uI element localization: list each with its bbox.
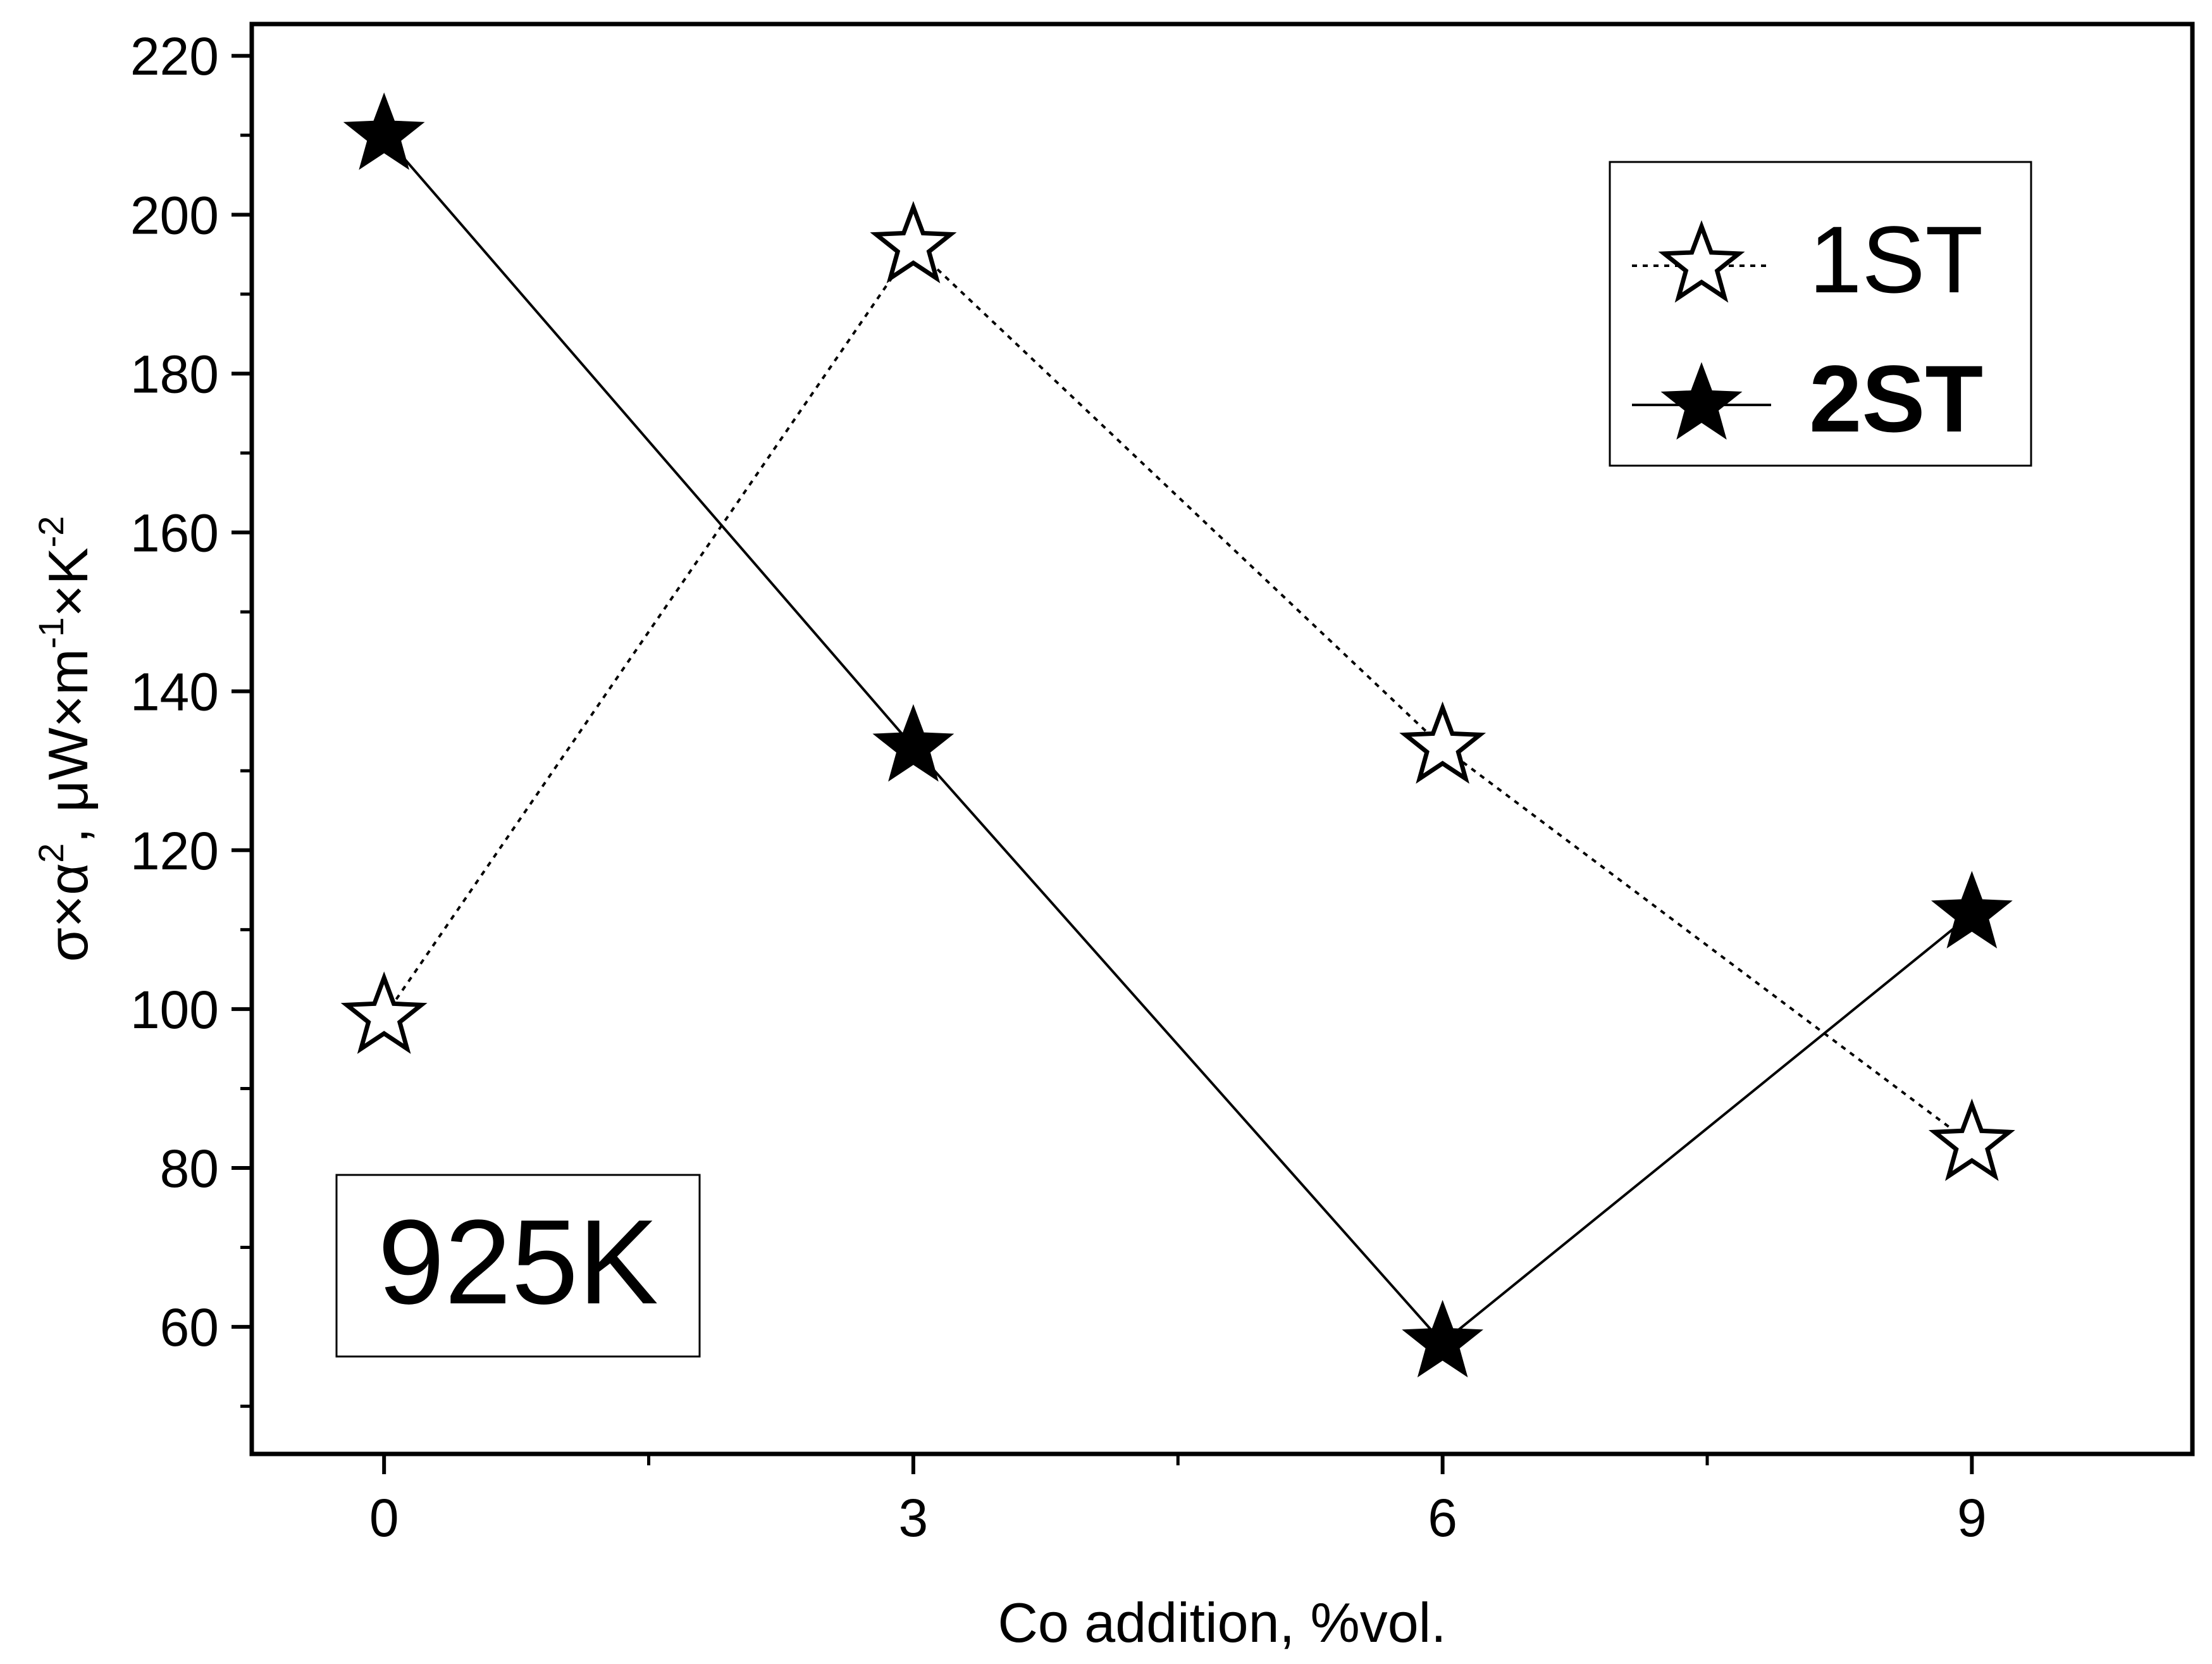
y-tick-label-200: 200 bbox=[130, 185, 219, 245]
y-tick-label-100: 100 bbox=[130, 980, 219, 1040]
data-point-2ST-3 bbox=[872, 704, 955, 782]
data-point-1ST-6 bbox=[1399, 701, 1486, 784]
data-point-2ST-0 bbox=[343, 92, 425, 170]
y-label-part-3: , μW×m bbox=[37, 649, 99, 843]
series-line-1ST bbox=[383, 244, 1973, 1145]
y-label-part-6: -2 bbox=[31, 516, 71, 548]
y-label-part-2: 2 bbox=[31, 843, 71, 863]
legend-label-1st: 1ST bbox=[1809, 206, 1983, 313]
legend-star-1st bbox=[1658, 220, 1745, 303]
legend-star-2st bbox=[1660, 362, 1743, 440]
y-label-part-4: -1 bbox=[31, 618, 71, 649]
y-label-part-5: ×K bbox=[37, 547, 99, 617]
plot-frame bbox=[249, 22, 2195, 1456]
data-point-2ST-9 bbox=[1931, 871, 2013, 949]
y-axis-label: σ×α2, μW×m-1×K-2 bbox=[31, 516, 99, 962]
plot-content bbox=[340, 92, 2015, 1378]
y-tick-label-120: 120 bbox=[130, 821, 219, 881]
temperature-annotation: 925K bbox=[378, 1195, 658, 1329]
annotation-box: 925K bbox=[335, 1174, 701, 1358]
legend-frame bbox=[1609, 161, 2032, 467]
legend-label-2st: 2ST bbox=[1809, 345, 1983, 452]
series-line-2ST bbox=[383, 134, 1973, 1344]
x-tick-label-3: 3 bbox=[899, 1488, 929, 1548]
x-axis-label: Co addition, %vol. bbox=[998, 1591, 1446, 1654]
legend-marker-1st bbox=[1658, 220, 1745, 303]
y-tick-label-60: 60 bbox=[160, 1298, 219, 1357]
data-point-1ST-0 bbox=[340, 971, 428, 1054]
data-point-2ST-6 bbox=[1402, 1300, 1484, 1378]
axis-layer: 60 80 100 120 140 160 180 200 220 0 3 6 9 bbox=[130, 27, 1987, 1548]
y-tick-label-140: 140 bbox=[130, 662, 219, 722]
legend: 1ST 2ST bbox=[1609, 161, 2032, 467]
y-tick-label-160: 160 bbox=[130, 504, 219, 563]
data-point-1ST-3 bbox=[870, 201, 957, 283]
y-label-part-1: σ×α bbox=[37, 863, 99, 962]
x-tick-label-6: 6 bbox=[1428, 1488, 1457, 1548]
data-point-1ST-9 bbox=[1928, 1098, 2015, 1181]
y-tick-label-180: 180 bbox=[130, 344, 219, 404]
x-tick-label-0: 0 bbox=[369, 1488, 399, 1548]
x-tick-label-9: 9 bbox=[1957, 1488, 1987, 1548]
y-tick-label-220: 220 bbox=[130, 27, 219, 86]
legend-marker-2st bbox=[1660, 362, 1743, 440]
y-tick-label-80: 80 bbox=[160, 1139, 219, 1198]
